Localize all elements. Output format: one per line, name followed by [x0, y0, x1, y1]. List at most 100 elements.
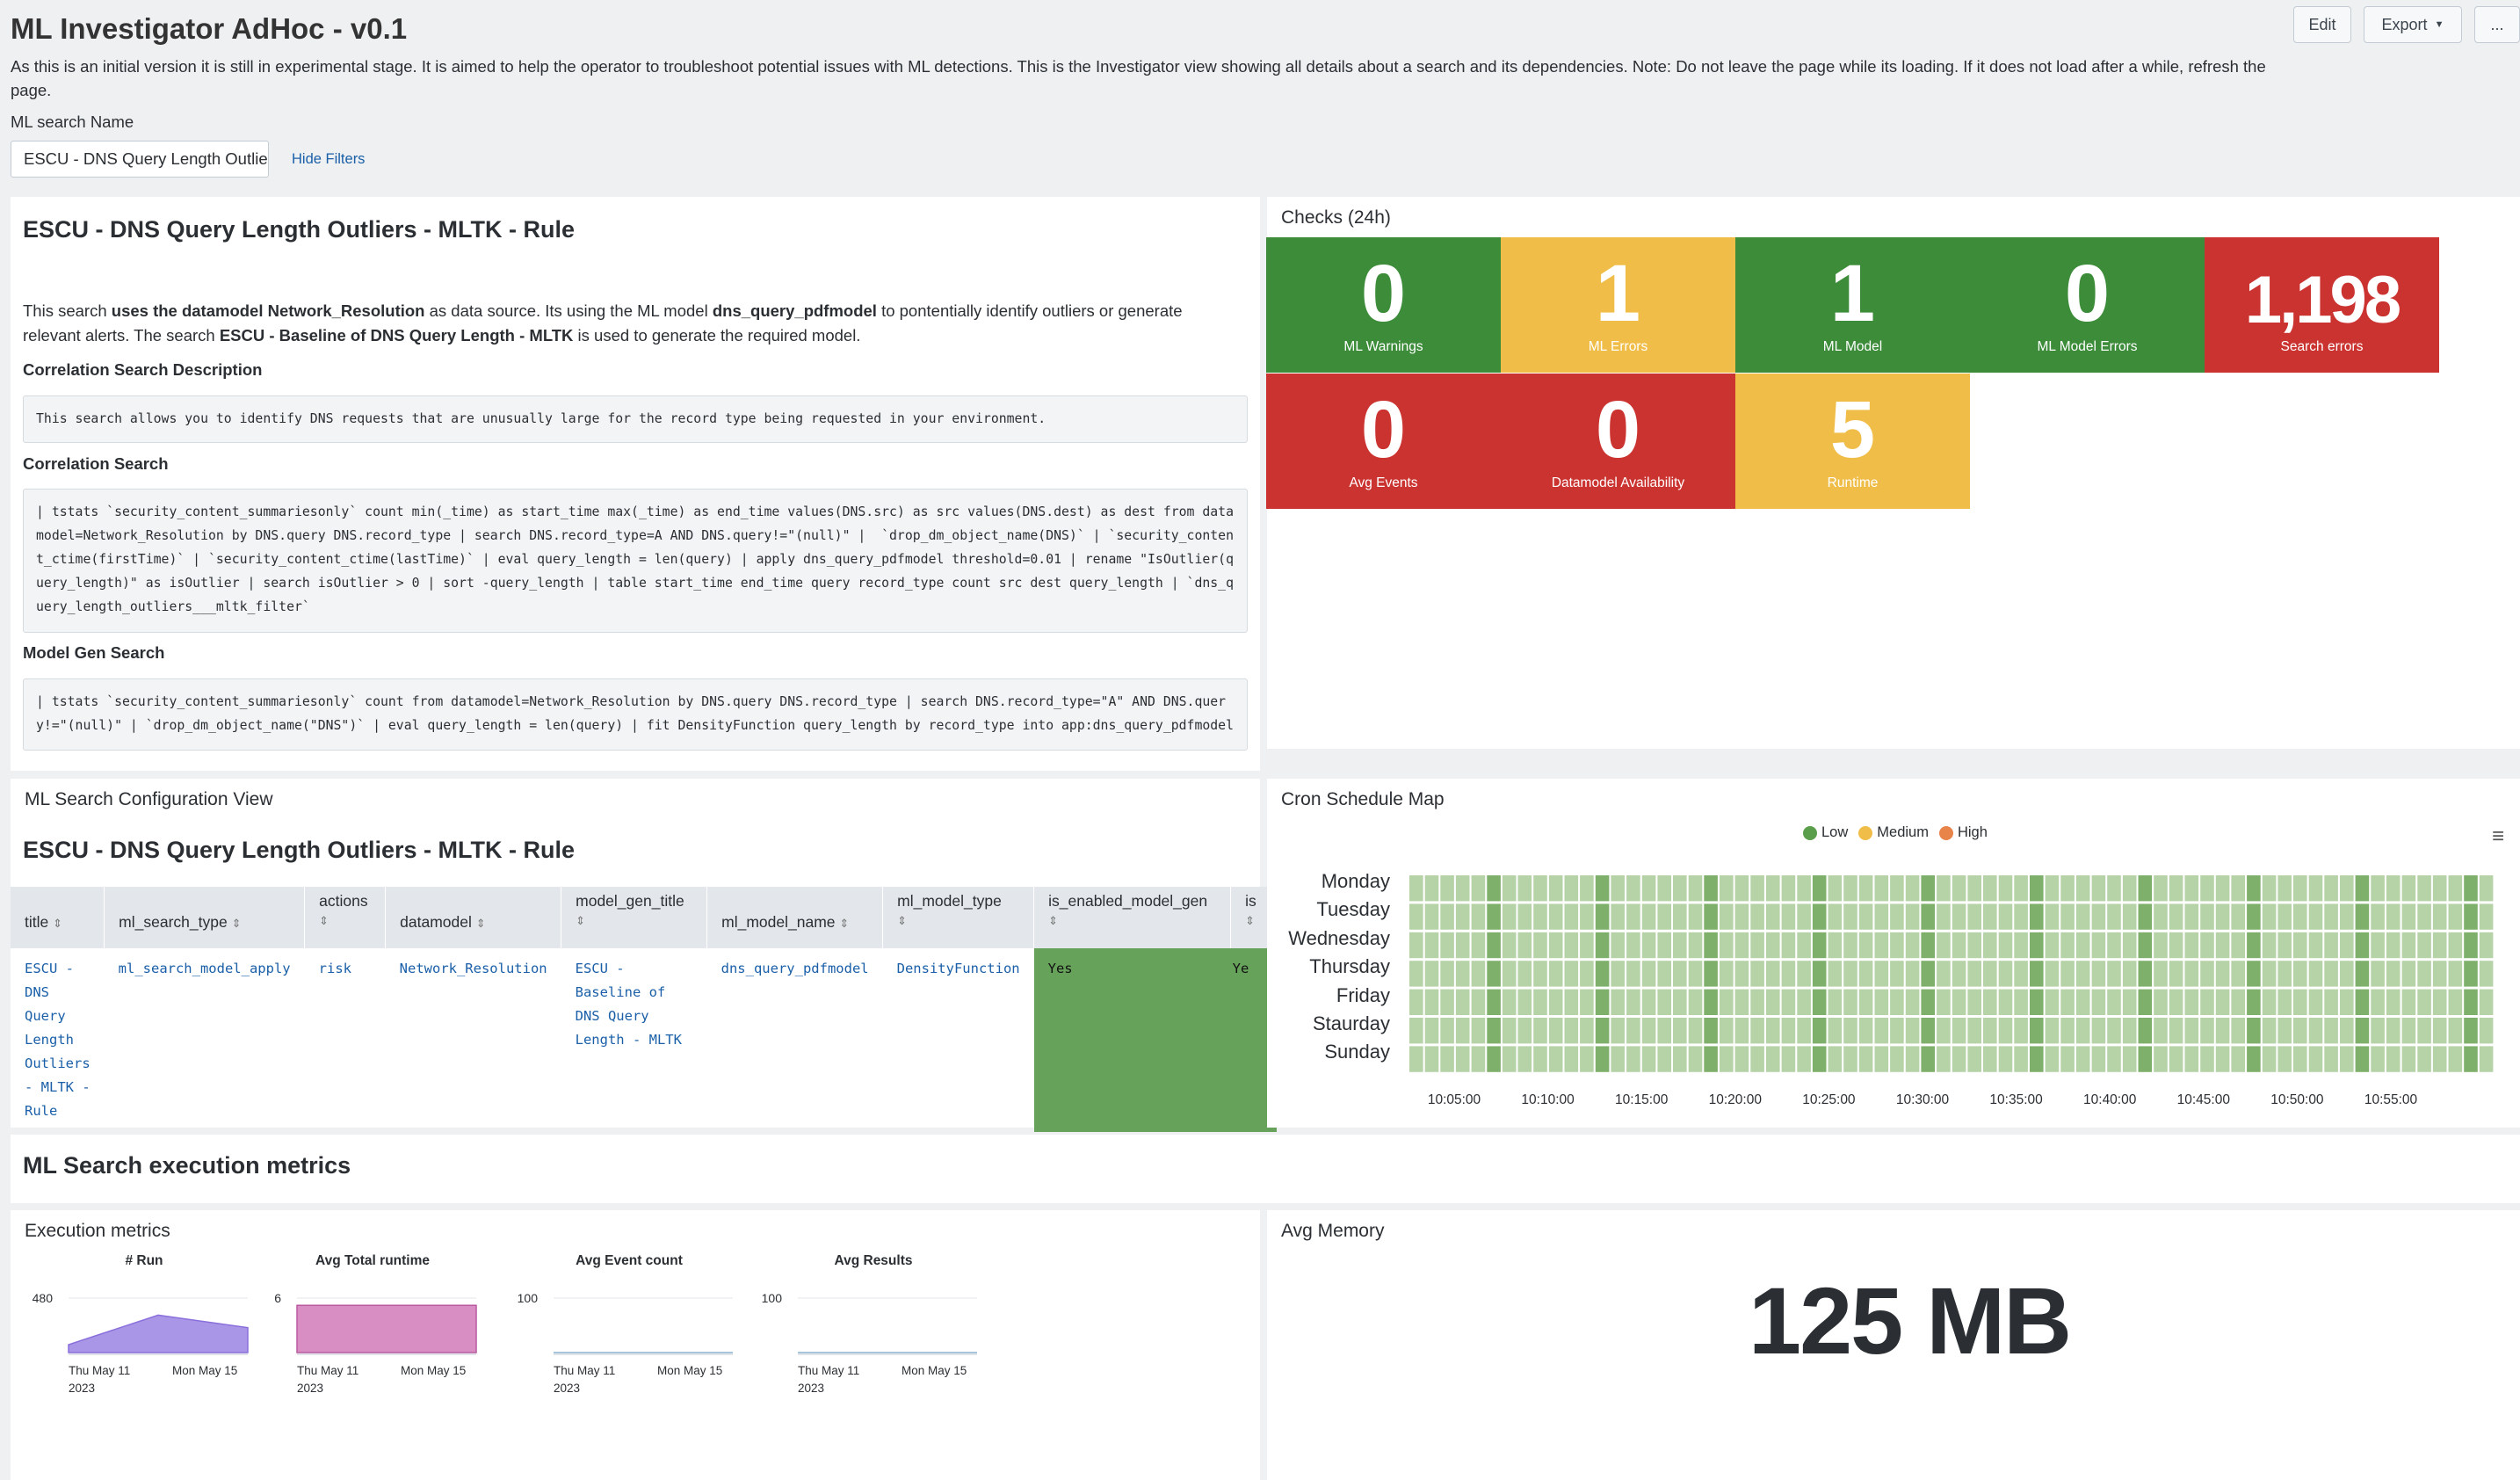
- heatmap-cell[interactable]: [2231, 932, 2245, 959]
- heatmap-cell[interactable]: [1502, 903, 1517, 930]
- heatmap-cell[interactable]: [2417, 989, 2431, 1015]
- heatmap-cell[interactable]: [1858, 961, 1873, 987]
- heatmap-cell[interactable]: [1812, 903, 1827, 930]
- heatmap-cell[interactable]: [2277, 989, 2292, 1015]
- heatmap-cell[interactable]: [1905, 903, 1920, 930]
- heatmap-cell[interactable]: [1828, 903, 1843, 930]
- heatmap-cell[interactable]: [1766, 1018, 1780, 1044]
- heatmap-cell[interactable]: [1720, 932, 1734, 959]
- heatmap-cell[interactable]: [1952, 932, 1966, 959]
- heatmap-cell[interactable]: [1595, 903, 1610, 930]
- heatmap-cell[interactable]: [1952, 875, 1966, 902]
- heatmap-cell[interactable]: [1983, 989, 1997, 1015]
- heatmap-cell[interactable]: [1921, 989, 1935, 1015]
- heatmap-cell[interactable]: [1983, 961, 1997, 987]
- heatmap-cell[interactable]: [1797, 989, 1811, 1015]
- heatmap-cell[interactable]: [1626, 989, 1640, 1015]
- heatmap-cell[interactable]: [1502, 875, 1517, 902]
- heatmap-cell[interactable]: [1998, 1046, 2013, 1072]
- heatmap-cell[interactable]: [1564, 932, 1579, 959]
- heatmap-cell[interactable]: [2154, 875, 2168, 902]
- heatmap-cell[interactable]: [1688, 1046, 1703, 1072]
- heatmap-cell[interactable]: [1750, 961, 1764, 987]
- heatmap-cell[interactable]: [2138, 1018, 2153, 1044]
- heatmap-cell[interactable]: [1657, 989, 1671, 1015]
- heatmap-cell[interactable]: [1424, 932, 1439, 959]
- heatmap-cell[interactable]: [2045, 1018, 2060, 1044]
- heatmap-cell[interactable]: [1424, 903, 1439, 930]
- heatmap-cell[interactable]: [1673, 989, 1687, 1015]
- cell-model-gen-title[interactable]: ESCU - Baseline of DNS Query Length - ML…: [575, 961, 682, 1048]
- heatmap-cell[interactable]: [2169, 989, 2183, 1015]
- heatmap-cell[interactable]: [1424, 989, 1439, 1015]
- heatmap-cell[interactable]: [1952, 1018, 1966, 1044]
- heatmap-cell[interactable]: [1409, 903, 1423, 930]
- heatmap-cell[interactable]: [1766, 903, 1780, 930]
- heatmap-cell[interactable]: [2479, 1046, 2494, 1072]
- heatmap-cell[interactable]: [1983, 875, 1997, 902]
- heatmap-cell[interactable]: [1734, 1018, 1749, 1044]
- heatmap-cell[interactable]: [1455, 932, 1470, 959]
- heatmap-cell[interactable]: [1998, 1018, 2013, 1044]
- heatmap-cell[interactable]: [2340, 932, 2354, 959]
- heatmap-cell[interactable]: [1998, 903, 2013, 930]
- heatmap-cell[interactable]: [1595, 1046, 1610, 1072]
- heatmap-cell[interactable]: [2293, 1046, 2307, 1072]
- heatmap-cell[interactable]: [2308, 932, 2323, 959]
- heatmap-cell[interactable]: [1704, 989, 1718, 1015]
- heatmap-cell[interactable]: [2308, 875, 2323, 902]
- heatmap-cell[interactable]: [1937, 961, 1951, 987]
- heatmap-cell[interactable]: [1673, 1018, 1687, 1044]
- heatmap-cell[interactable]: [1858, 932, 1873, 959]
- heatmap-cell[interactable]: [1471, 1046, 1486, 1072]
- heatmap-cell[interactable]: [1595, 961, 1610, 987]
- heatmap-cell[interactable]: [1874, 903, 1889, 930]
- heatmap-cell[interactable]: [1921, 932, 1935, 959]
- heatmap-cell[interactable]: [1750, 903, 1764, 930]
- heatmap-cell[interactable]: [2262, 989, 2277, 1015]
- heatmap-cell[interactable]: [2014, 989, 2028, 1015]
- heatmap-cell[interactable]: [2464, 1018, 2478, 1044]
- heatmap-cell[interactable]: [1471, 989, 1486, 1015]
- heatmap-cell[interactable]: [1843, 989, 1857, 1015]
- heatmap-cell[interactable]: [2045, 989, 2060, 1015]
- heatmap-cell[interactable]: [2247, 1046, 2261, 1072]
- heatmap-cell[interactable]: [1983, 1018, 1997, 1044]
- heatmap-cell[interactable]: [2200, 903, 2214, 930]
- heatmap-cell[interactable]: [2324, 961, 2338, 987]
- heatmap-cell[interactable]: [1424, 1046, 1439, 1072]
- heatmap-cell[interactable]: [1641, 961, 1656, 987]
- heatmap-cell[interactable]: [1580, 903, 1594, 930]
- heatmap-cell[interactable]: [1487, 961, 1501, 987]
- heatmap-cell[interactable]: [1843, 1018, 1857, 1044]
- heatmap-cell[interactable]: [1409, 1046, 1423, 1072]
- heatmap-cell[interactable]: [2371, 875, 2385, 902]
- heatmap-cell[interactable]: [2386, 903, 2401, 930]
- heatmap-cell[interactable]: [1641, 903, 1656, 930]
- heatmap-cell[interactable]: [1781, 903, 1796, 930]
- heatmap-cell[interactable]: [2154, 932, 2168, 959]
- heatmap-cell[interactable]: [2324, 875, 2338, 902]
- heatmap-cell[interactable]: [2014, 961, 2028, 987]
- heatmap-cell[interactable]: [1580, 932, 1594, 959]
- heatmap-cell[interactable]: [1952, 989, 1966, 1015]
- check-tile[interactable]: 0 ML Warnings: [1266, 237, 1501, 373]
- heatmap-cell[interactable]: [2200, 1046, 2214, 1072]
- heatmap-cell[interactable]: [1766, 1046, 1780, 1072]
- heatmap-cell[interactable]: [1843, 932, 1857, 959]
- heatmap-cell[interactable]: [1517, 1046, 1532, 1072]
- heatmap-cell[interactable]: [1517, 903, 1532, 930]
- heatmap-cell[interactable]: [1937, 875, 1951, 902]
- heatmap-cell[interactable]: [1858, 875, 1873, 902]
- col-ml-search-type[interactable]: ml_search_type ⇕: [104, 887, 306, 948]
- cell-datamodel[interactable]: Network_Resolution: [399, 961, 547, 976]
- heatmap-cell[interactable]: [1502, 961, 1517, 987]
- heatmap-cell[interactable]: [2107, 961, 2121, 987]
- heatmap-cell[interactable]: [2371, 903, 2385, 930]
- heatmap-cell[interactable]: [1797, 1018, 1811, 1044]
- heatmap-cell[interactable]: [1858, 1046, 1873, 1072]
- heatmap-cell[interactable]: [2479, 1018, 2494, 1044]
- heatmap-cell[interactable]: [1611, 1018, 1625, 1044]
- heatmap-cell[interactable]: [2371, 989, 2385, 1015]
- heatmap-cell[interactable]: [1828, 989, 1843, 1015]
